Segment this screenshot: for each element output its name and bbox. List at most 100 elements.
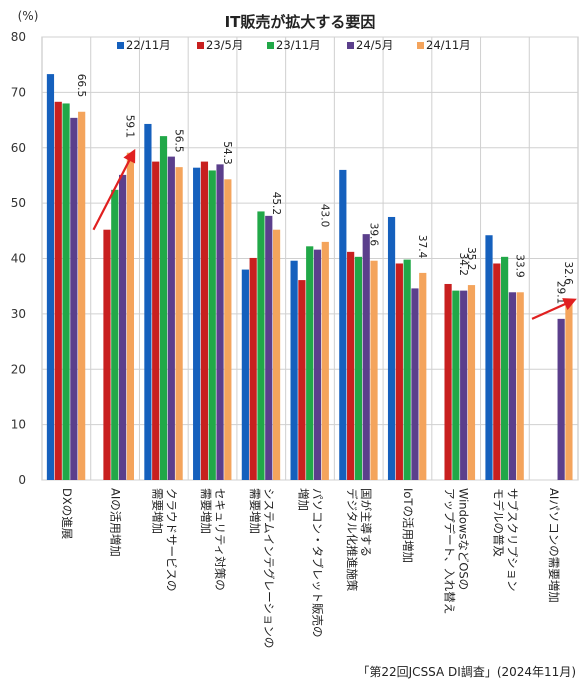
bar	[467, 285, 476, 480]
x-category-label: セキュリティ対策の	[213, 488, 227, 591]
bar	[290, 260, 298, 480]
y-tick-label: 40	[11, 252, 26, 266]
bar	[485, 235, 493, 480]
bar	[265, 215, 273, 480]
bar	[111, 189, 119, 480]
y-tick-label: 50	[11, 196, 26, 210]
bar	[339, 169, 347, 480]
bar	[347, 251, 355, 480]
bar	[565, 299, 573, 480]
bar	[306, 246, 314, 480]
bar	[167, 156, 175, 481]
x-category-label: 需要増加	[248, 488, 262, 534]
bar	[411, 288, 419, 480]
bar	[126, 152, 134, 480]
bar	[103, 229, 111, 480]
bar	[193, 167, 201, 480]
bar	[118, 174, 127, 481]
bar	[208, 170, 216, 481]
x-category-label: AIの活用増加	[109, 488, 123, 557]
bar	[78, 111, 86, 480]
bar	[216, 164, 224, 481]
x-category-label: DXの進展	[60, 488, 74, 540]
legend-label: 24/5月	[356, 38, 393, 52]
bar	[152, 161, 160, 480]
bar	[272, 229, 281, 480]
data-label: 54.3	[221, 141, 233, 164]
bar	[370, 260, 378, 480]
bar	[516, 292, 524, 480]
y-tick-label: 80	[11, 30, 26, 44]
data-label: 39.6	[367, 223, 379, 247]
legend-label: 24/11月	[426, 38, 471, 52]
bar	[200, 161, 209, 480]
y-axis: 0 10 20 30 40 50 60 70 80	[11, 30, 26, 487]
x-category-label: 需要増加	[150, 488, 164, 534]
x-category-label: デジタル化推進施策	[345, 488, 359, 592]
x-category-label: 国が主導する	[359, 488, 373, 557]
legend-swatch	[347, 42, 354, 49]
trend-arrow	[92, 148, 136, 231]
bar	[241, 269, 249, 480]
legend-swatch	[417, 42, 424, 49]
legend-swatch	[267, 42, 274, 49]
unit-label: (%)	[18, 9, 39, 23]
data-label: 45.2	[270, 192, 282, 215]
data-label: 32.6	[562, 261, 574, 285]
x-category-label: 増加	[297, 488, 311, 511]
bar	[175, 167, 183, 480]
bar	[508, 292, 517, 480]
bar	[313, 249, 322, 480]
x-category-label: モデルの普及	[491, 488, 505, 557]
bar	[46, 74, 55, 480]
bar	[419, 272, 427, 480]
bar	[460, 290, 468, 480]
y-tick-label: 20	[11, 362, 26, 376]
trend-arrows	[92, 148, 577, 320]
legend-label: 23/5月	[206, 38, 243, 52]
y-tick-label: 70	[11, 85, 26, 99]
data-label: 35.2	[465, 247, 477, 270]
y-tick-label: 60	[11, 141, 26, 155]
bar	[403, 259, 411, 480]
bar	[224, 179, 232, 480]
bar	[144, 123, 152, 480]
bars	[46, 74, 573, 481]
chart-title: IT販売が拡大する要因	[225, 13, 376, 31]
x-category-label: AIパソコンの需要増加	[547, 488, 561, 603]
legend-swatch	[117, 42, 124, 49]
x-category-label: クラウドサービスの	[164, 488, 178, 592]
y-tick-label: 10	[11, 418, 26, 432]
bar	[387, 216, 396, 480]
x-category-label: アップデート、入れ替え	[443, 488, 457, 614]
bar	[321, 241, 329, 480]
x-category-label: WindowsなどOSの	[457, 488, 471, 590]
bar	[395, 263, 403, 480]
legend-label: 22/11月	[126, 38, 171, 52]
data-label: 34.2	[457, 253, 469, 276]
x-category-label: パソコン・タブレット販売の	[311, 488, 325, 638]
data-label: 43.0	[319, 204, 331, 227]
bar	[62, 103, 70, 480]
bar	[501, 256, 509, 480]
bar	[257, 211, 265, 480]
bar	[54, 101, 62, 480]
source-note: 「第22回JCSSA DI調査」(2024年11月)	[357, 665, 576, 679]
bar	[452, 290, 460, 480]
legend-label: 23/11月	[276, 38, 321, 52]
bar	[362, 234, 370, 480]
legend-swatch	[197, 42, 204, 49]
bar	[298, 280, 306, 480]
bar	[557, 318, 565, 480]
bar	[159, 136, 168, 480]
data-label: 56.5	[172, 129, 184, 152]
x-category-label: システムインテグレーションの	[262, 488, 276, 648]
trend-arrow	[531, 298, 577, 320]
x-category-label: IoTの活用増加	[401, 488, 415, 563]
data-label: 37.4	[416, 235, 428, 259]
legend: 22/11月 23/5月 23/11月 24/5月 24/11月	[117, 38, 471, 52]
y-tick-label: 0	[18, 473, 26, 487]
